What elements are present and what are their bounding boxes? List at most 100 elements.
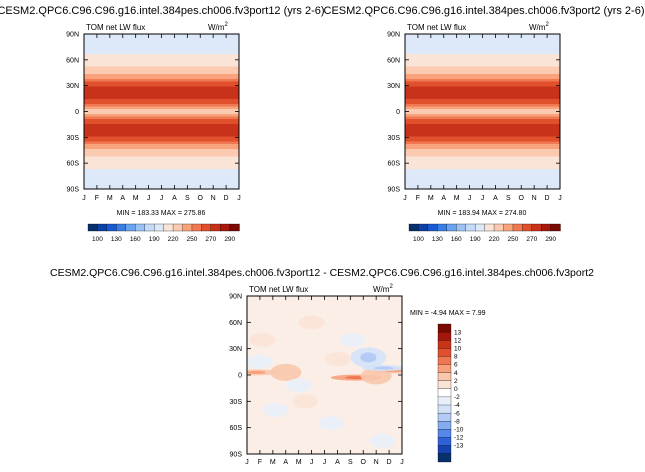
colorbar-swatch [427, 223, 438, 232]
x-tick-label: A [172, 195, 177, 202]
zonal-band [84, 159, 239, 162]
zonal-band [84, 109, 239, 112]
panel-3-plot-area [247, 296, 402, 454]
zonal-band [405, 61, 560, 65]
colorbar-swatch [531, 223, 542, 232]
zonal-band [405, 109, 560, 112]
zonal-band [84, 64, 239, 67]
anomaly-patch [339, 332, 366, 347]
colorbar-swatch [437, 396, 452, 406]
zonal-band [84, 121, 239, 125]
colorbar-swatch [191, 223, 202, 232]
zonal-band [84, 96, 239, 100]
colorbar-swatch [437, 340, 452, 349]
zonal-band [405, 41, 560, 45]
zonal-band [84, 101, 239, 105]
panel-2-title: CESM2.QPC6.C96.C96.g16.intel.384pes.ch00… [324, 5, 645, 17]
zonal-band [84, 146, 239, 150]
colorbar-swatch [87, 223, 98, 232]
zonal-band [405, 39, 560, 42]
colorbar-swatch [474, 223, 486, 232]
zonal-band [405, 84, 560, 87]
zonal-band [84, 116, 239, 120]
zonal-band [405, 54, 560, 57]
panel-3-units-exp: 2 [389, 284, 393, 290]
zonal-band [84, 169, 239, 172]
y-tick-label: 30S [388, 135, 401, 142]
zonal-band [84, 59, 239, 62]
zonal-band [84, 104, 239, 107]
colorbar-swatch [522, 223, 533, 232]
zonal-band [405, 71, 560, 75]
colorbar-tick-label: 250 [187, 236, 198, 243]
zonal-band [405, 124, 560, 127]
zonal-band [405, 106, 560, 110]
x-tick-label: J [310, 459, 314, 466]
colorbar-tick-label: 130 [111, 236, 122, 243]
zonal-band [84, 149, 239, 152]
colorbar-swatch [456, 223, 467, 232]
colorbar-swatch [229, 223, 240, 232]
zonal-band [84, 66, 239, 70]
zonal-band [84, 114, 239, 117]
y-tick-label: 30N [387, 83, 400, 90]
colorbar-tick-label: -4 [454, 402, 460, 409]
zonal-band [84, 154, 239, 157]
zonal-band [405, 64, 560, 67]
colorbar-swatch [437, 437, 452, 446]
x-tick-label: F [416, 195, 420, 202]
panel-3-units-base: W/m [373, 285, 390, 294]
colorbar-tick-label: 290 [224, 236, 235, 243]
colorbar-swatch [437, 223, 448, 232]
x-tick-label: A [493, 195, 498, 202]
colorbar-swatch [437, 388, 452, 398]
zonal-band [405, 51, 560, 55]
zonal-band [405, 176, 560, 180]
zonal-band [84, 161, 239, 165]
y-tick-label: 30N [66, 83, 79, 90]
x-tick-label: N [374, 459, 379, 466]
zonal-band [84, 136, 239, 140]
zonal-band [405, 104, 560, 107]
zonal-band [405, 169, 560, 172]
colorbar-swatch [125, 223, 136, 232]
zonal-band [84, 39, 239, 42]
zonal-band [405, 166, 560, 170]
x-tick-label: D [224, 195, 229, 202]
colorbar-tick-label: -13 [454, 443, 464, 450]
colorbar-swatch [437, 331, 452, 341]
zonal-band [405, 149, 560, 152]
y-tick-label: 30S [67, 135, 80, 142]
zonal-band [405, 99, 560, 102]
zonal-band [405, 134, 560, 137]
colorbar-swatch [437, 412, 452, 422]
panel-3-y-axis: 90N 60N 30N 0 30S 60S 90S [229, 294, 402, 459]
colorbar-swatch [210, 223, 221, 232]
y-tick-label: 90S [388, 187, 401, 194]
zonal-band [405, 94, 560, 97]
zonal-band [84, 54, 239, 57]
panel-2: CESM2.QPC6.C96.C96.g16.intel.384pes.ch00… [324, 5, 645, 243]
colorbar-tick-label: 270 [526, 236, 537, 243]
colorbar-swatch [437, 380, 452, 390]
y-tick-label: 90N [387, 32, 400, 39]
panel-3-title: CESM2.QPC6.C96.C96.g16.intel.384pes.ch00… [50, 267, 594, 279]
y-tick-label: 60N [229, 320, 242, 327]
panel-1-units-base: W/m [208, 23, 225, 32]
zonal-band [84, 86, 239, 90]
zonal-band [84, 46, 239, 50]
y-tick-label: 30N [229, 346, 242, 353]
x-tick-label: N [211, 195, 216, 202]
colorbar-swatch [418, 223, 429, 232]
panel-1-plot-area [84, 34, 239, 189]
panel-1-left-label: TOM net LW flux [86, 23, 145, 32]
zonal-band [84, 174, 239, 177]
colorbar-tick-label: 160 [451, 236, 462, 243]
zonal-band [405, 141, 560, 145]
x-tick-label: S [348, 459, 353, 466]
x-tick-label: J [481, 195, 485, 202]
zonal-band [405, 156, 560, 160]
zonal-band [405, 76, 560, 80]
